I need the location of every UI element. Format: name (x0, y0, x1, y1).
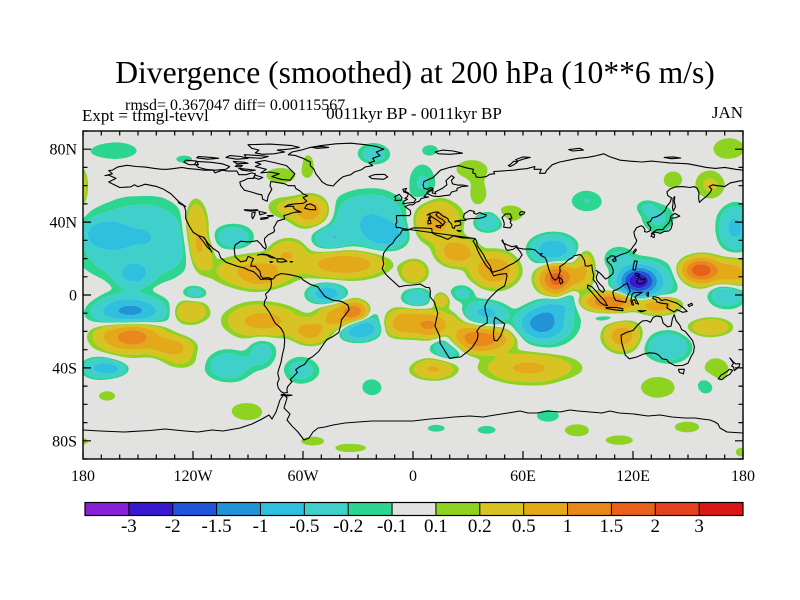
svg-text:rmsd= 0.367047 diff= 0.0011556: rmsd= 0.367047 diff= 0.00115567 (125, 97, 345, 114)
svg-text:180: 180 (731, 468, 755, 485)
svg-text:80N: 80N (49, 142, 77, 159)
svg-text:1: 1 (563, 516, 573, 537)
svg-text:2: 2 (651, 516, 661, 537)
svg-text:-3: -3 (121, 516, 137, 537)
svg-text:120E: 120E (616, 468, 650, 485)
svg-text:-1.5: -1.5 (202, 516, 232, 537)
svg-text:Expt = tfmgl-tevvl: Expt = tfmgl-tevvl (82, 106, 209, 125)
svg-text:1.5: 1.5 (600, 516, 624, 537)
svg-text:0011kyr BP - 0011kyr BP: 0011kyr BP - 0011kyr BP (326, 104, 502, 123)
svg-text:0: 0 (69, 288, 77, 305)
svg-text:120W: 120W (173, 468, 213, 485)
svg-text:80S: 80S (52, 433, 77, 450)
svg-text:60E: 60E (510, 468, 536, 485)
svg-text:-1: -1 (253, 516, 269, 537)
svg-text:Divergence (smoothed) at 200 h: Divergence (smoothed) at 200 hPa (10**6 … (115, 55, 715, 90)
svg-text:-0.5: -0.5 (289, 516, 319, 537)
svg-text:0.5: 0.5 (512, 516, 536, 537)
svg-text:0.2: 0.2 (468, 516, 492, 537)
svg-text:60W: 60W (287, 468, 319, 485)
svg-text:-2: -2 (165, 516, 181, 537)
svg-text:40N: 40N (49, 215, 77, 232)
svg-text:-0.2: -0.2 (333, 516, 363, 537)
svg-text:-0.1: -0.1 (377, 516, 407, 537)
svg-text:3: 3 (694, 516, 704, 537)
svg-text:180: 180 (71, 468, 95, 485)
svg-text:JAN: JAN (712, 103, 743, 122)
svg-text:0.1: 0.1 (424, 516, 448, 537)
svg-text:40S: 40S (52, 360, 77, 377)
svg-text:0: 0 (409, 468, 417, 485)
